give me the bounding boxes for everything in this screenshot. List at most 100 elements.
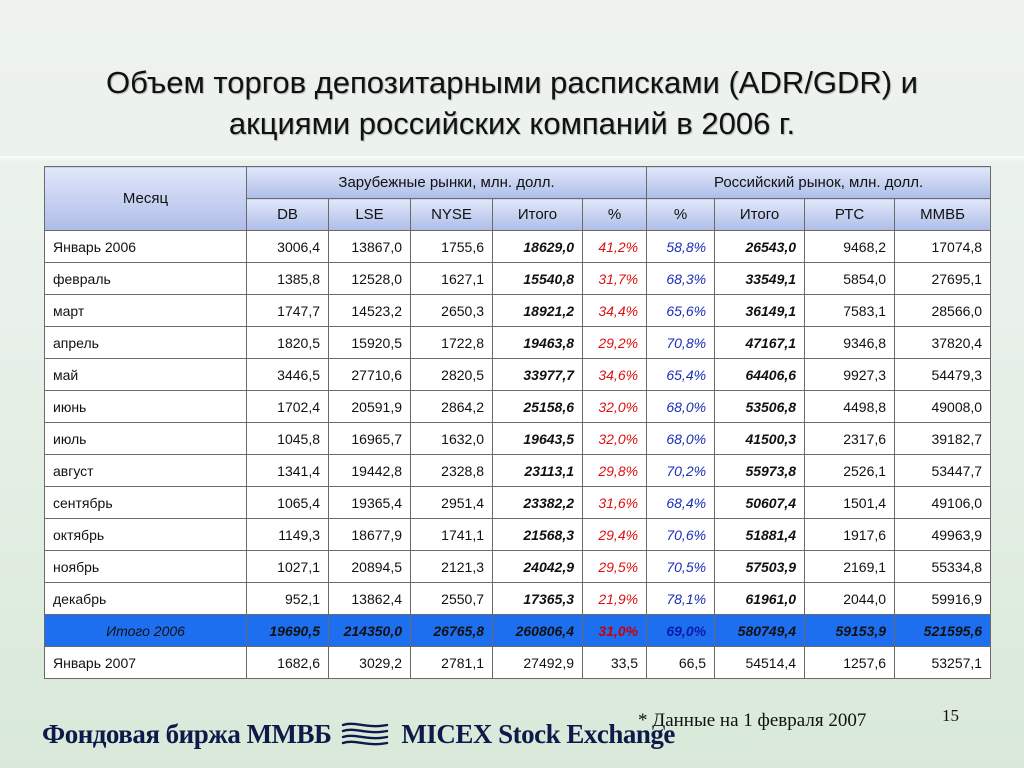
cell-rts: 2169,1 [804, 550, 896, 583]
jan2007-russian-total: 54514,4 [714, 646, 806, 679]
cell-month: июнь [44, 390, 247, 423]
table-row: август 1341,4 19442,8 2328,8 23113,1 29,8% 70,… [44, 454, 992, 487]
cell-nyse: 1632,0 [410, 422, 493, 455]
cell-foreign-total: 24042,9 [492, 550, 583, 583]
cell-foreign-pct: 31,7% [581, 262, 648, 295]
column-header-lse: LSE [328, 198, 411, 231]
cell-foreign-total: 19463,8 [492, 326, 583, 359]
cell-nyse: 2328,8 [410, 454, 493, 487]
cell-russian-total: 41500,3 [714, 422, 806, 455]
cell-rts: 7583,1 [804, 294, 896, 327]
cell-russian-total: 47167,1 [714, 326, 806, 359]
total-row-label: Итого 2006 [44, 614, 247, 647]
cell-lse: 15920,5 [328, 326, 411, 359]
cell-lse: 13867,0 [328, 230, 411, 263]
table-row: май 3446,5 27710,6 2820,5 33977,7 34,6% 65,4% 6… [44, 358, 992, 391]
cell-db: 1149,3 [246, 518, 329, 551]
jan2007-micex: 53257,1 [894, 646, 992, 679]
cell-db: 1341,4 [246, 454, 329, 487]
jan2007-nyse: 2781,1 [410, 646, 493, 679]
header-row-columns: DB LSE NYSE Итого % % Итого РТС ММВБ [45, 198, 992, 231]
slide-title-line-1: Объем торгов депозитарными расписками (A… [105, 65, 918, 100]
column-header-rts: РТС [804, 198, 896, 231]
cell-lse: 16965,7 [328, 422, 411, 455]
cell-db: 3006,4 [246, 230, 329, 263]
cell-foreign-pct: 34,6% [581, 358, 648, 391]
cell-db: 1820,5 [246, 326, 329, 359]
cell-rts: 5854,0 [804, 262, 896, 295]
logo-text-en: MICEX Stock Exchange [401, 718, 675, 749]
cell-month: апрель [44, 326, 247, 359]
cell-db: 3446,5 [246, 358, 329, 391]
cell-russian-total: 36149,1 [714, 294, 806, 327]
cell-foreign-total: 33977,7 [492, 358, 583, 391]
cell-foreign-total: 25158,6 [492, 390, 583, 423]
data-date-footnote: * Данные на 1 февраля 2007 [638, 710, 867, 731]
foreign-markets-header: Зарубежные рынки, млн. долл. [245, 166, 648, 199]
jan2007-foreign-total: 27492,9 [492, 646, 583, 679]
cell-foreign-pct: 34,4% [581, 294, 648, 327]
cell-rts: 1501,4 [804, 486, 896, 519]
cell-russian-pct: 65,6% [646, 294, 716, 327]
cell-db: 1385,8 [246, 262, 329, 295]
cell-foreign-pct: 21,9% [581, 582, 648, 615]
page-number: 15 [942, 706, 959, 725]
cell-nyse: 1755,6 [410, 230, 493, 263]
total-2006-row: Итого 2006 19690,5 214350,0 26765,8 2608… [44, 614, 992, 647]
cell-micex: 54479,3 [894, 358, 992, 391]
column-header-foreign-pct: % [581, 198, 648, 231]
cell-foreign-pct: 29,4% [581, 518, 648, 551]
cell-lse: 27710,6 [328, 358, 411, 391]
cell-foreign-pct: 29,2% [581, 326, 648, 359]
cell-micex: 37820,4 [894, 326, 992, 359]
cell-russian-pct: 70,2% [646, 454, 716, 487]
cell-month: ноябрь [44, 550, 247, 583]
cell-micex: 59916,9 [894, 582, 992, 615]
trading-volume-table: Месяц Зарубежные рынки, млн. долл. Росси… [44, 166, 992, 679]
jan2007-label: Январь 2007 [44, 646, 247, 679]
title-divider [0, 156, 1024, 162]
cell-russian-total: 33549,1 [714, 262, 806, 295]
cell-nyse: 2650,3 [410, 294, 493, 327]
cell-russian-total: 26543,0 [714, 230, 806, 263]
cell-rts: 4498,8 [804, 390, 896, 423]
cell-rts: 2526,1 [804, 454, 896, 487]
table-row: февраль 1385,8 12528,0 1627,1 15540,8 31,7% 68… [44, 262, 992, 295]
january-2007-row: Январь 2007 1682,6 3029,2 2781,1 27492,9… [44, 646, 992, 679]
cell-db: 1702,4 [246, 390, 329, 423]
cell-micex: 49008,0 [894, 390, 992, 423]
cell-russian-pct: 58,8% [646, 230, 716, 263]
cell-nyse: 1627,1 [410, 262, 493, 295]
table-row: Январь 2006 3006,4 13867,0 1755,6 18629,0 41,… [44, 230, 992, 263]
cell-nyse: 2864,2 [410, 390, 493, 423]
column-header-micex: ММВБ [894, 198, 992, 231]
month-column-header: Месяц [44, 166, 247, 231]
table-row: июль 1045,8 16965,7 1632,0 19643,5 32,0% 68,0%… [44, 422, 992, 455]
cell-db: 1747,7 [246, 294, 329, 327]
cell-lse: 13862,4 [328, 582, 411, 615]
table-row: сентябрь 1065,4 19365,4 2951,4 23382,2 31,6% 6… [44, 486, 992, 519]
table-body: Январь 2006 3006,4 13867,0 1755,6 18629,0 41,… [44, 230, 992, 679]
cell-micex: 55334,8 [894, 550, 992, 583]
cell-foreign-pct: 29,8% [581, 454, 648, 487]
table-row: октябрь 1149,3 18677,9 1741,1 21568,3 29,4% 70… [44, 518, 992, 551]
total-lse: 214350,0 [328, 614, 411, 647]
cell-db: 1065,4 [246, 486, 329, 519]
cell-russian-pct: 70,8% [646, 326, 716, 359]
cell-lse: 14523,2 [328, 294, 411, 327]
column-header-russian-total: Итого [714, 198, 806, 231]
cell-lse: 18677,9 [328, 518, 411, 551]
cell-russian-total: 61961,0 [714, 582, 806, 615]
cell-foreign-total: 15540,8 [492, 262, 583, 295]
cell-micex: 49963,9 [894, 518, 992, 551]
cell-foreign-total: 18921,2 [492, 294, 583, 327]
slide-title-line-2: акциями российских компаний в 2006 г. [228, 106, 796, 141]
cell-nyse: 2820,5 [410, 358, 493, 391]
cell-rts: 2044,0 [804, 582, 896, 615]
cell-foreign-pct: 29,5% [581, 550, 648, 583]
exchange-logo: Фондовая биржа ММВБ MICEX Stock Exchange [42, 712, 675, 756]
cell-nyse: 2121,3 [410, 550, 493, 583]
cell-foreign-total: 17365,3 [492, 582, 583, 615]
cell-db: 1045,8 [246, 422, 329, 455]
cell-db: 1027,1 [246, 550, 329, 583]
